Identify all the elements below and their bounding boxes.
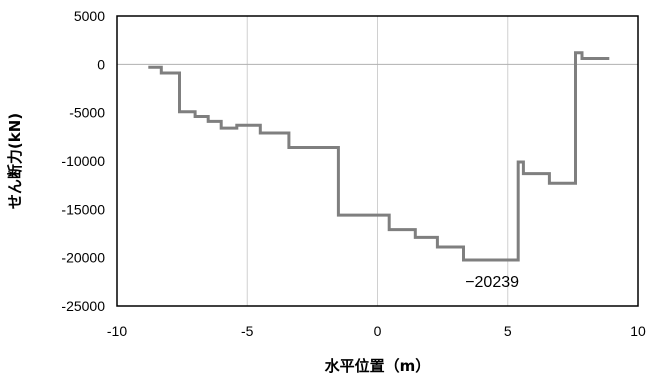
x-tick-label: -5 (241, 323, 254, 339)
y-tick-label: -20000 (61, 250, 105, 266)
x-tick-labels: -10 -5 0 5 10 (107, 323, 646, 339)
y-tick-label: -10000 (61, 153, 105, 169)
grid-lines (246, 16, 509, 306)
y-tick-label: 5000 (74, 8, 105, 24)
min-value-annotation: −20239 (465, 274, 519, 291)
x-tick-label: 10 (630, 323, 646, 339)
plot-area-frame (116, 15, 639, 307)
y-tick-labels: 5000 0 -5000 -10000 -15000 -20000 -25000 (61, 8, 105, 314)
shear-force-line (148, 51, 610, 262)
y-axis-title: せん断力(kN) (6, 113, 24, 209)
y-tick-label: -15000 (61, 201, 105, 217)
x-tick-label: 5 (504, 323, 512, 339)
y-tick-label: -25000 (61, 298, 105, 314)
x-axis-title: 水平位置（m） (325, 357, 431, 375)
x-tick-label: -10 (107, 323, 127, 339)
x-tick-label: 0 (374, 323, 382, 339)
y-tick-label: -5000 (69, 105, 105, 121)
y-tick-label: 0 (97, 56, 105, 72)
